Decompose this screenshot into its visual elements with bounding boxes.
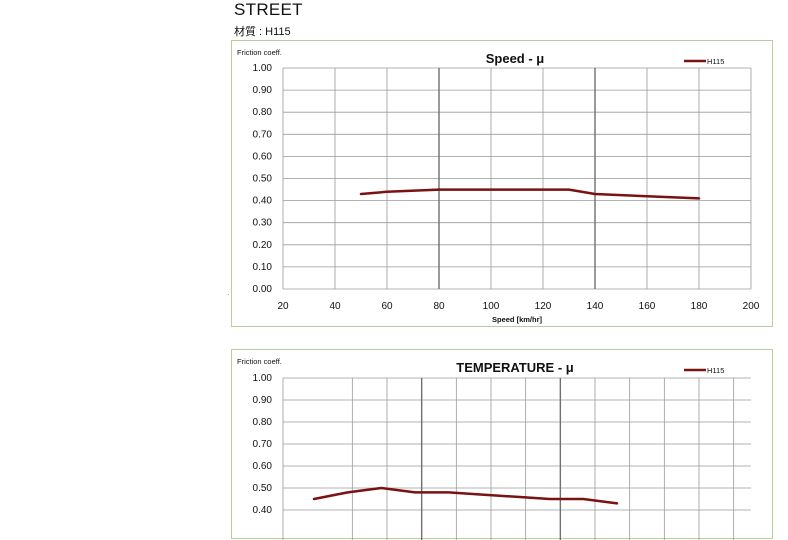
data-point — [620, 194, 622, 196]
data-point — [481, 493, 484, 496]
data-point — [380, 487, 383, 489]
data-point — [698, 197, 700, 200]
temperature-mu-chart: 0.40 0.50 0.60 0.70 0.80 0.90 1.00 Friction coe… — [231, 349, 773, 540]
y-tick-label: 0.90 — [253, 85, 273, 96]
x-tick-label: 20 — [277, 301, 289, 312]
data-point — [438, 188, 440, 191]
y-tick-label: 0.00 — [253, 284, 273, 295]
y-tick-label: 0.70 — [253, 439, 273, 450]
x-tick-label: 180 — [691, 301, 708, 312]
y-tick-label: 0.60 — [253, 151, 273, 162]
data-point — [616, 502, 618, 505]
series-line-h115 — [359, 188, 701, 200]
data-point — [386, 190, 388, 193]
y-tick-label: 0.30 — [253, 218, 273, 229]
x-tick-label: 140 — [587, 301, 604, 312]
y-tick-label: 0.50 — [253, 174, 273, 185]
y-tick-label: 0.90 — [253, 395, 273, 406]
x-tick-label: 160 — [639, 301, 656, 312]
data-point — [447, 491, 450, 494]
stray-mark: · — [227, 290, 230, 299]
y-axis-label: Friction coeff. — [237, 48, 282, 57]
y-tick-label: 0.60 — [253, 461, 273, 472]
y-tick-label: 0.50 — [253, 483, 273, 494]
speed-mu-chart: 0.00 0.10 0.20 0.30 0.40 0.50 0.60 0.70 0.80 0.90… — [231, 40, 773, 327]
chart-title: TEMPERATURE - μ — [456, 360, 574, 375]
y-axis-label: Friction coeff. — [237, 357, 282, 366]
x-tick-label: 200 — [743, 301, 760, 312]
y-tick-label: 0.20 — [253, 240, 273, 251]
data-point — [414, 491, 416, 494]
speed-mu-chart-svg: 0.00 0.10 0.20 0.30 0.40 0.50 0.60 0.70 0.80 0.90… — [237, 48, 760, 324]
y-tick-label: 0.40 — [253, 196, 273, 207]
legend-label: H115 — [707, 57, 724, 66]
temperature-mu-chart-svg: 0.40 0.50 0.60 0.70 0.80 0.90 1.00 Friction coe… — [237, 357, 751, 540]
x-tick-label: 80 — [433, 301, 445, 312]
data-point — [346, 491, 349, 494]
y-tick-label: 0.80 — [253, 417, 273, 428]
data-point — [490, 188, 492, 191]
series-line-h115 — [312, 486, 619, 505]
data-point — [548, 498, 551, 500]
y-tick-label: 0.10 — [253, 262, 273, 273]
legend-label: H115 — [707, 366, 724, 375]
y-tick-label: 0.80 — [253, 107, 273, 118]
data-point — [360, 193, 362, 195]
x-tick-label: 120 — [535, 301, 552, 312]
x-axis-label: Speed [km/hr] — [492, 315, 543, 324]
chart-title: Speed - μ — [486, 51, 545, 66]
data-point — [568, 188, 570, 191]
data-point — [594, 193, 596, 195]
y-tick-label: 1.00 — [253, 63, 273, 74]
data-point — [582, 498, 585, 500]
x-tick-label: 60 — [381, 301, 393, 312]
data-point — [542, 188, 544, 191]
page-heading: STREET — [234, 0, 303, 19]
y-tick-label: 0.70 — [253, 129, 273, 140]
x-tick-label: 100 — [483, 301, 500, 312]
data-point — [646, 195, 648, 198]
y-tick-label: 0.40 — [253, 505, 273, 516]
x-tick-label: 40 — [329, 301, 341, 312]
material-label: 材質 : H115 — [234, 26, 291, 38]
y-tick-label: 1.00 — [253, 373, 273, 384]
data-point — [515, 495, 517, 498]
data-point — [313, 498, 315, 500]
